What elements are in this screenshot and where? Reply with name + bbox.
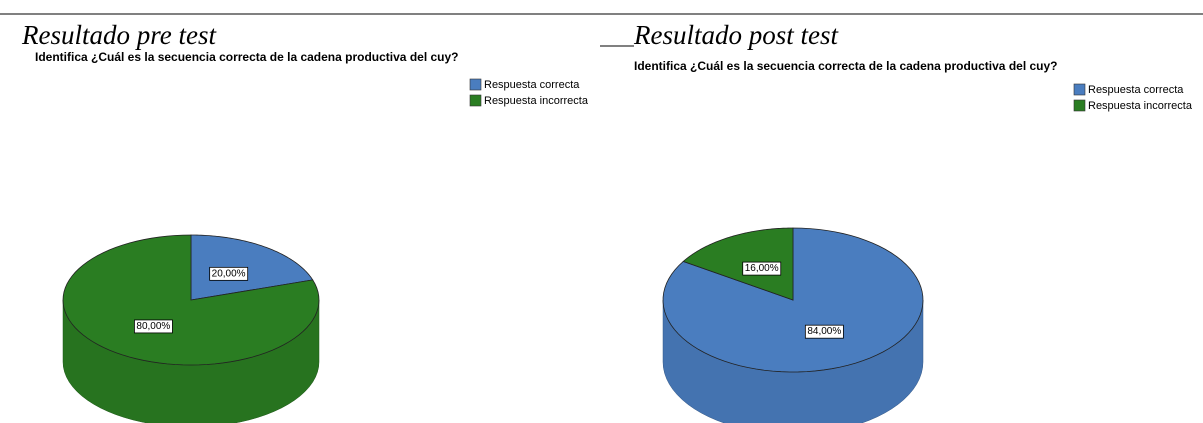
label-box	[134, 319, 173, 334]
slice	[62, 234, 320, 366]
legend-swatch	[469, 94, 482, 107]
legend-swatch	[1073, 99, 1086, 112]
slice	[682, 227, 794, 301]
slice	[190, 234, 314, 301]
label-box	[209, 266, 249, 281]
data-label: 80,00%	[136, 321, 170, 332]
chart-title: Identifica ¿Cuál es la secuencia correct…	[634, 59, 1058, 73]
legend-label: Respuesta correcta	[484, 79, 580, 91]
data-label: 16,00%	[745, 263, 779, 274]
heading: Resultado post test	[633, 20, 839, 50]
legend-label: Respuesta correcta	[1088, 84, 1184, 96]
heading: Resultado pre test	[21, 20, 217, 50]
label-box	[804, 324, 844, 339]
data-label: 84,00%	[807, 326, 841, 337]
chart-title: Identifica ¿Cuál es la secuencia correct…	[35, 50, 459, 64]
legend-label: Respuesta incorrecta	[1088, 100, 1193, 112]
legend-swatch	[1073, 83, 1086, 96]
legend-swatch	[469, 78, 482, 91]
label-box	[742, 261, 782, 276]
data-label: 20,00%	[212, 268, 246, 279]
legend-label: Respuesta incorrecta	[484, 95, 589, 107]
